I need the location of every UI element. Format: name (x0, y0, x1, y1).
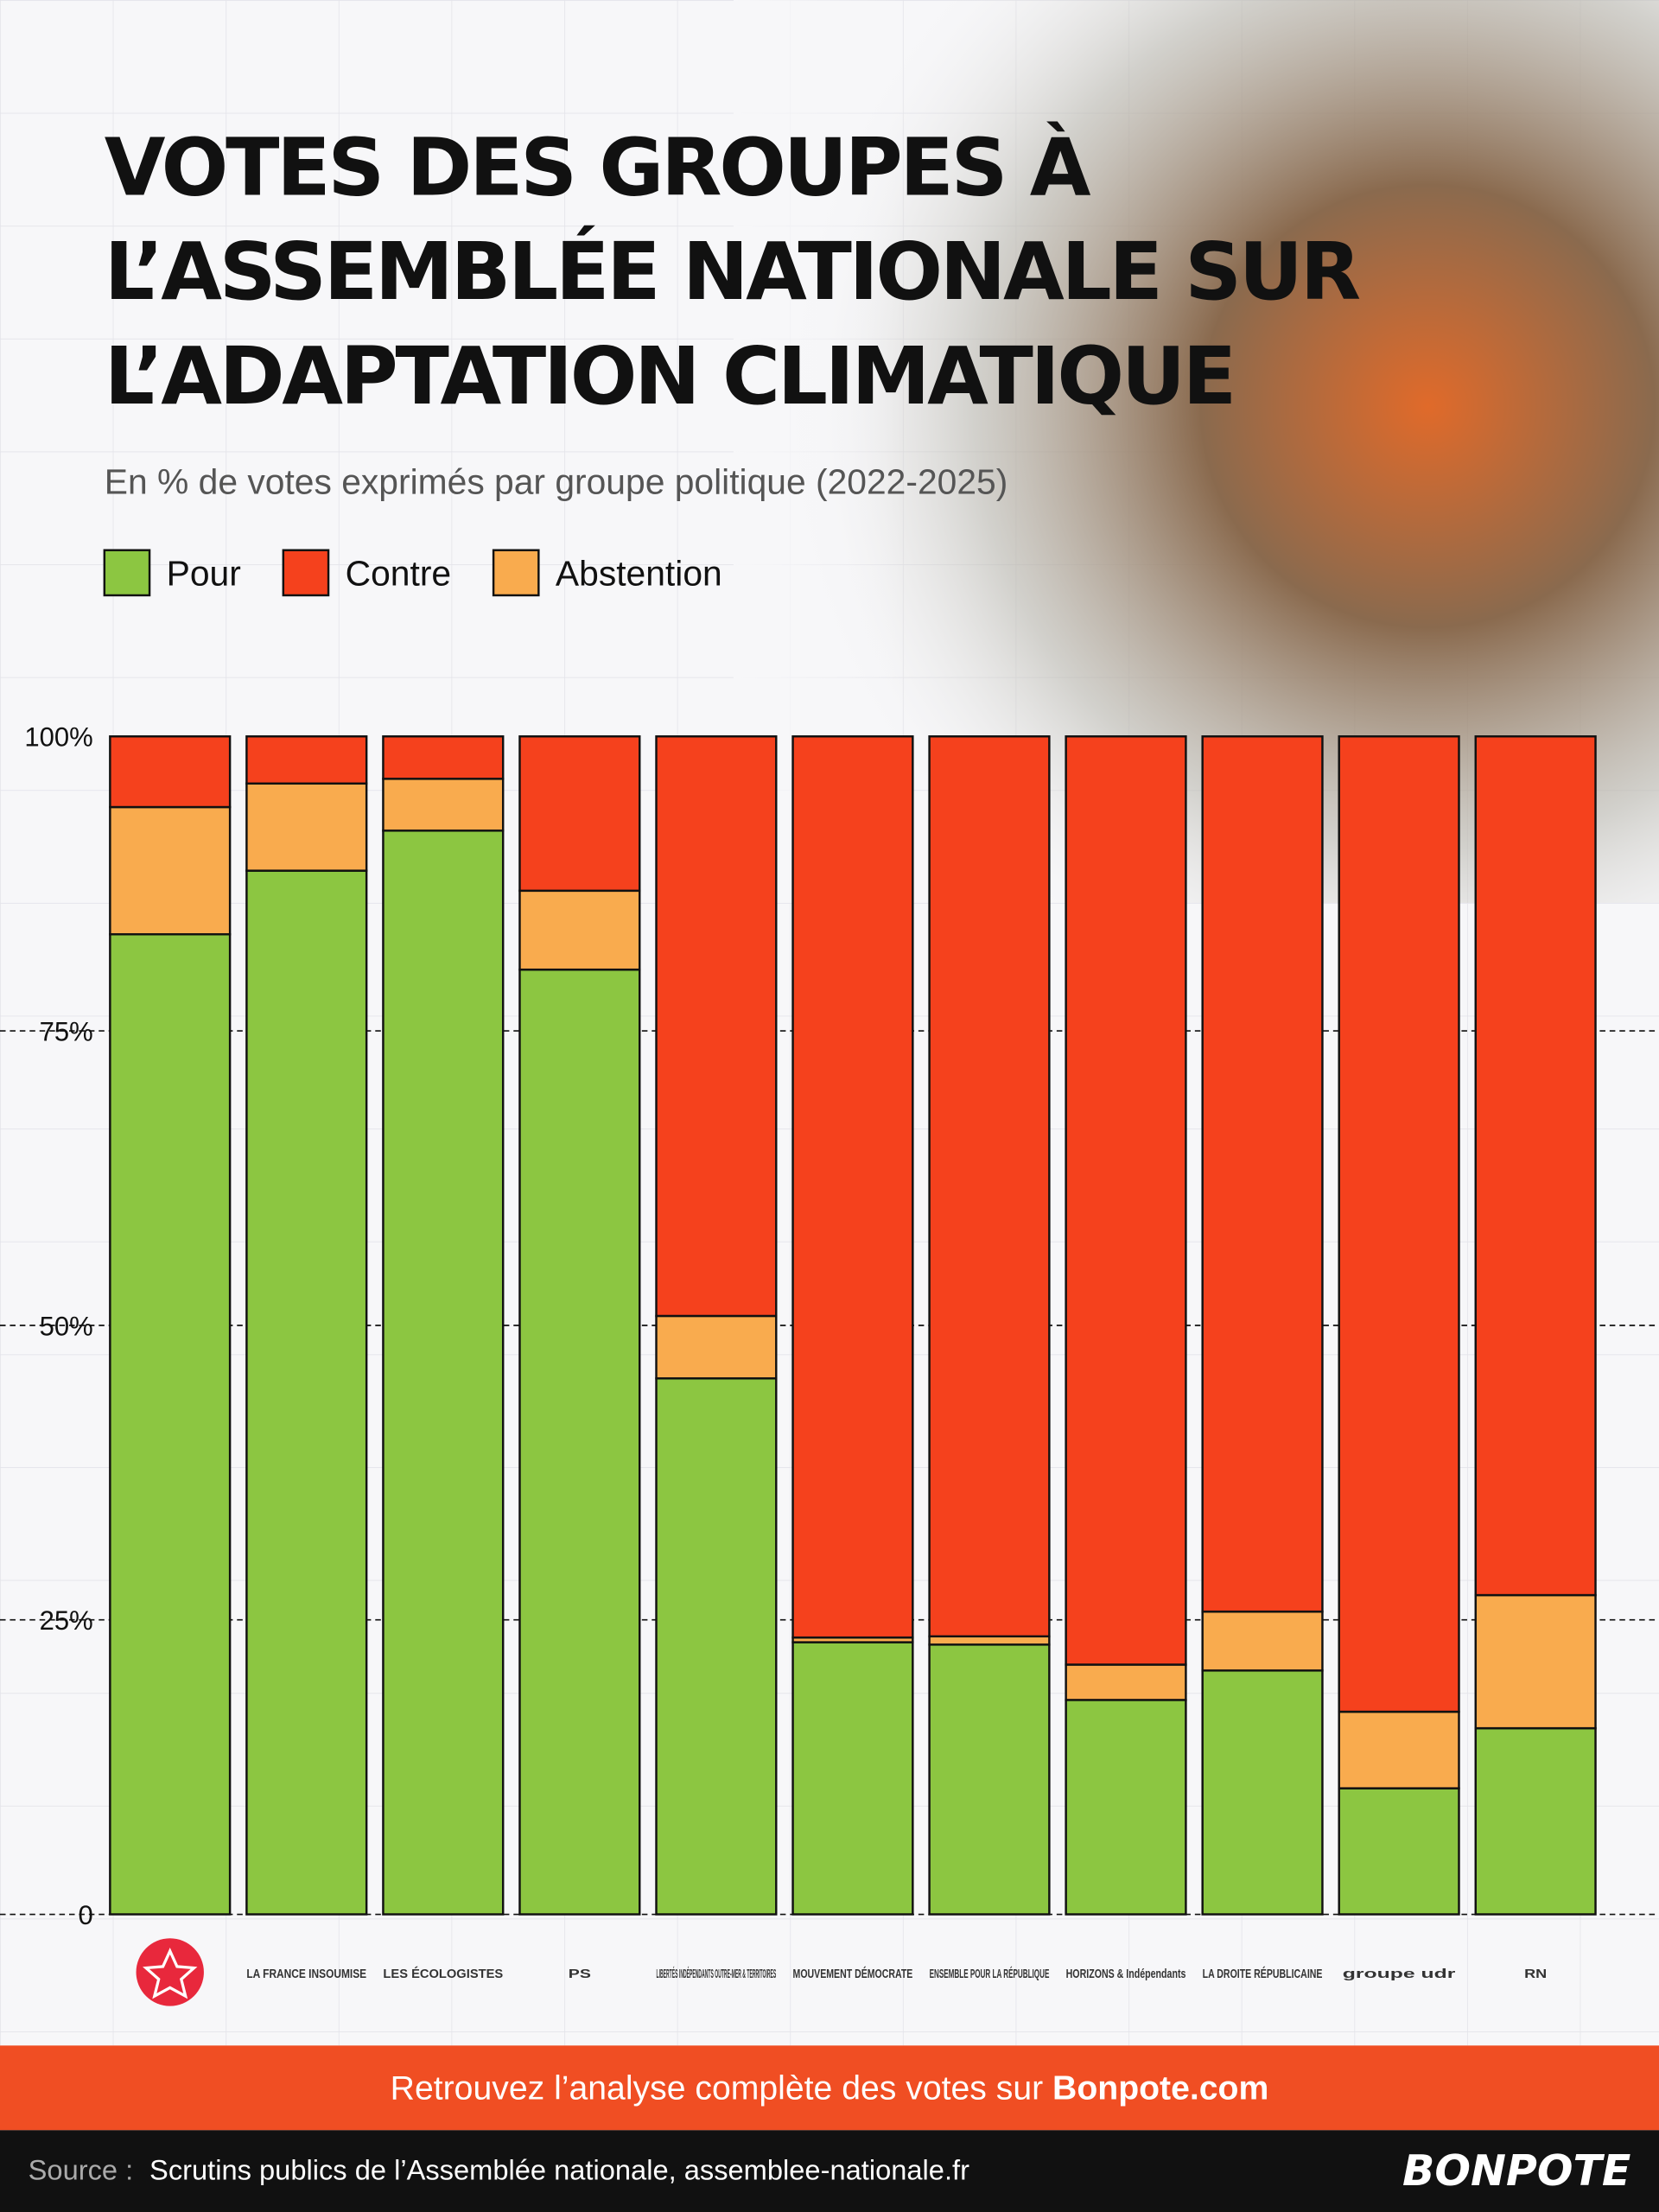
bar-segment (109, 735, 232, 809)
bar-segment (518, 968, 641, 1916)
legend-swatch (492, 549, 540, 597)
legend-label: Contre (346, 554, 451, 594)
bar-segment (382, 735, 505, 780)
title-line: VOTES DES GROUPES À (105, 121, 1091, 213)
bar-segment (791, 735, 914, 1639)
bar-segment (1338, 1710, 1460, 1789)
party-logo-star (143, 1948, 198, 1999)
bar-segment (382, 830, 505, 1916)
bar-segment (1201, 735, 1324, 1613)
y-tick-label: 100% (24, 722, 92, 753)
bar-segment (928, 1643, 1051, 1916)
x-tick-label: LES ÉCOLOGISTES (383, 1967, 503, 1981)
bar-segment (791, 1641, 914, 1916)
y-tick-label: 0 (79, 1900, 93, 1930)
bar-segment (1338, 1787, 1460, 1916)
bar-segment (1201, 1610, 1324, 1672)
legend-label: Abstention (556, 554, 722, 594)
x-tick-label: LIBERTÉS INDÉPENDANTS OUTRE-MER & TERRIT… (657, 1967, 777, 1981)
banner-text: Retrouvez l’analyse complète des votes s… (391, 2069, 1269, 2107)
bar-segment (928, 1635, 1051, 1646)
bar-segment (245, 869, 368, 1916)
bar-segment (109, 805, 232, 936)
bar-segment (1065, 1663, 1187, 1701)
legend-swatch (103, 549, 151, 597)
legend-swatch (282, 549, 330, 597)
source-label: Source : (29, 2153, 134, 2185)
footer (0, 2130, 1659, 2212)
title: VOTES DES GROUPES À L’ASSEMBLÉE NATIONAL… (105, 121, 1363, 423)
banner-link[interactable]: Bonpote.com (1052, 2069, 1268, 2107)
y-tick-label: 75% (40, 1016, 93, 1046)
banner-text: Retrouvez l’analyse complète des votes s… (391, 2069, 1052, 2107)
bar-segment (1474, 1726, 1597, 1916)
bar-segment (518, 735, 641, 893)
source: Scrutins publics de l’Assemblée national… (149, 2153, 969, 2185)
title-line: L’ADAPTATION CLIMATIQUE (105, 330, 1234, 423)
x-tick-label: LA DROITE RÉPUBLICAINE (1203, 1967, 1323, 1981)
subtitle: En % de votes exprimés par groupe politi… (105, 461, 1007, 501)
bar-segment (245, 782, 368, 872)
bar-segment (518, 889, 641, 971)
bar-segment (1338, 735, 1460, 1713)
party-logo (136, 1938, 204, 2006)
bar-segment (655, 1314, 778, 1380)
legend-label: Pour (167, 554, 241, 594)
bar-segment (1474, 1593, 1597, 1730)
x-tick-label: MOUVEMENT DÉMOCRATE (793, 1967, 913, 1981)
banner (0, 2045, 1659, 2131)
bar-segment (1474, 735, 1597, 1597)
title-line: L’ASSEMBLÉE NATIONALE SUR (105, 226, 1360, 318)
x-tick-label: HORIZONS & Indépendants (1066, 1967, 1186, 1981)
y-tick-label: 50% (40, 1311, 93, 1341)
bar-segment (109, 933, 232, 1916)
x-tick-label: PS (569, 1967, 591, 1981)
bar-segment (655, 1377, 778, 1916)
brand: BONPOTE (1402, 2146, 1630, 2196)
x-tick-label: RN (1524, 1967, 1547, 1981)
bar-segment (382, 778, 505, 832)
bar-segment (928, 735, 1051, 1638)
bar-segment (1065, 735, 1187, 1666)
bar-segment (1065, 1699, 1187, 1916)
y-tick-label: 25% (40, 1605, 93, 1636)
bar-segment (1201, 1669, 1324, 1916)
bar-segment (245, 735, 368, 785)
bars (109, 735, 1597, 1916)
bar-segment (655, 735, 778, 1318)
x-tick-label: groupe udr (1343, 1967, 1456, 1981)
x-tick-label: LA FRANCE INSOUMISE (246, 1967, 366, 1981)
x-tick-label: ENSEMBLE POUR LA RÉPUBLIQUE (930, 1967, 1050, 1981)
